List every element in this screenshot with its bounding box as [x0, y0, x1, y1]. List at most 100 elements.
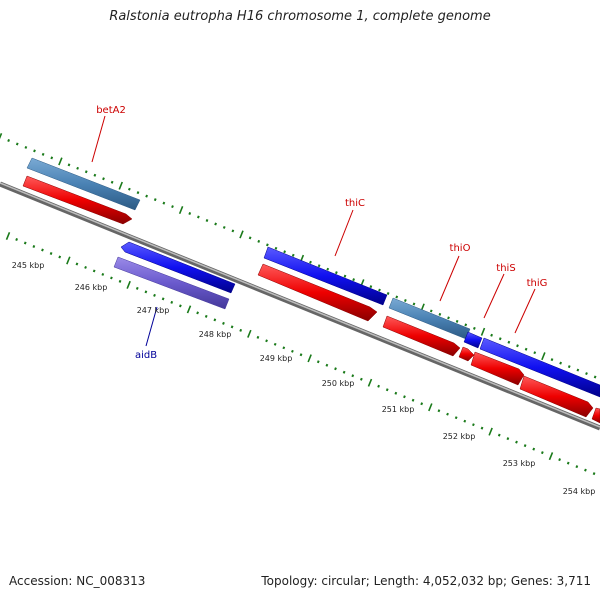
minor-tick [299, 353, 303, 357]
major-tick [126, 280, 131, 289]
minor-tick [437, 409, 441, 413]
minor-tick [317, 264, 321, 268]
minor-tick [575, 465, 579, 469]
minor-tick [144, 290, 148, 294]
minor-tick [497, 433, 501, 437]
gene-next-cds[interactable] [519, 375, 594, 418]
gene-betA2-cds[interactable] [22, 175, 133, 225]
minor-tick [102, 177, 105, 181]
minor-tick [15, 142, 19, 146]
minor-tick [213, 318, 217, 322]
minor-tick [558, 458, 561, 462]
gene-betA2-feature[interactable] [26, 157, 141, 211]
minor-tick [170, 300, 174, 304]
major-tick [0, 132, 3, 140]
major-tick [480, 327, 486, 336]
minor-tick [523, 444, 527, 448]
scale-label: 253 kbp [503, 459, 536, 468]
gene-aidB-feature[interactable] [113, 256, 230, 310]
minor-tick [540, 451, 544, 455]
gene-thiS-cds[interactable] [458, 346, 475, 362]
scale-label: 247 kbp [137, 306, 170, 315]
minor-tick [378, 288, 381, 292]
gene-thiC-cds[interactable] [257, 263, 378, 322]
gene-thiO-cds[interactable] [382, 315, 461, 357]
minor-tick [76, 166, 80, 170]
gene-thiS-feature[interactable] [463, 331, 483, 349]
minor-tick [118, 279, 122, 283]
scale-label: 245 kbp [12, 261, 45, 270]
minor-tick [188, 212, 192, 216]
backbone [0, 181, 600, 431]
scale-label: 246 kbp [75, 283, 108, 292]
gene-thiG-feature[interactable] [479, 337, 600, 398]
minor-tick [403, 299, 407, 302]
major-tick [118, 181, 123, 190]
minor-tick [283, 250, 286, 254]
minor-tick [135, 286, 139, 290]
minor-tick [256, 335, 260, 339]
scale-label: 250 kbp [322, 379, 355, 388]
major-tick [428, 403, 433, 412]
minor-tick [334, 271, 338, 275]
minor-tick [516, 344, 519, 348]
minor-tick [385, 388, 389, 392]
genome-summary-text: Topology: circular; Length: 4,052,032 bp… [261, 574, 591, 588]
minor-tick [50, 156, 54, 160]
map-title: Ralstonia eutropha H16 chromosome 1, com… [109, 9, 491, 24]
minor-tick [291, 349, 294, 353]
minor-tick [231, 229, 235, 233]
minor-tick [67, 163, 71, 167]
minor-tick [585, 372, 588, 376]
gene-thiC-feature[interactable] [263, 246, 388, 306]
minor-tick [265, 243, 269, 247]
minor-tick [454, 416, 458, 420]
minor-tick [230, 325, 234, 329]
minor-tick [24, 145, 28, 149]
gene-edge-cds[interactable] [591, 407, 600, 424]
minor-tick [420, 402, 424, 406]
minor-tick [178, 304, 182, 308]
minor-tick [239, 328, 243, 332]
minor-tick [282, 346, 286, 350]
gene-label-aidB: aidB [135, 350, 157, 361]
gene-reverse-feature[interactable] [120, 241, 236, 294]
minor-tick [196, 311, 199, 315]
gene-label-thiO: thiO [450, 243, 471, 254]
minor-tick [463, 419, 467, 423]
minor-tick [145, 194, 148, 198]
minor-tick [515, 440, 518, 444]
minor-tick [92, 269, 96, 273]
minor-tick [162, 201, 166, 205]
minor-tick [204, 314, 208, 318]
minor-tick [196, 215, 200, 219]
minor-tick [248, 236, 252, 240]
minor-tick [480, 426, 484, 430]
minor-tick [153, 198, 157, 202]
scale-label: 252 kbp [443, 432, 476, 441]
major-tick [186, 305, 192, 314]
major-tick [66, 256, 71, 265]
minor-tick [550, 358, 554, 362]
minor-tick [472, 423, 475, 427]
minor-tick [429, 309, 433, 313]
minor-tick [326, 267, 330, 271]
minor-tick [359, 377, 363, 381]
minor-tick [498, 337, 502, 341]
minor-tick [342, 370, 346, 374]
minor-tick [257, 239, 261, 243]
gene-thiG-cds[interactable] [470, 351, 525, 386]
minor-tick [567, 365, 571, 369]
label-leaders [91, 115, 536, 347]
minor-tick [334, 367, 337, 371]
minor-tick [412, 302, 416, 306]
minor-tick [214, 222, 217, 226]
major-tick [307, 354, 312, 363]
minor-tick [75, 262, 79, 266]
gene-label-thiS: thiS [496, 263, 515, 274]
minor-tick [222, 321, 225, 325]
upper-tick-scale [0, 132, 597, 379]
minor-tick [161, 297, 165, 301]
minor-tick [171, 205, 174, 209]
minor-tick [455, 319, 459, 323]
